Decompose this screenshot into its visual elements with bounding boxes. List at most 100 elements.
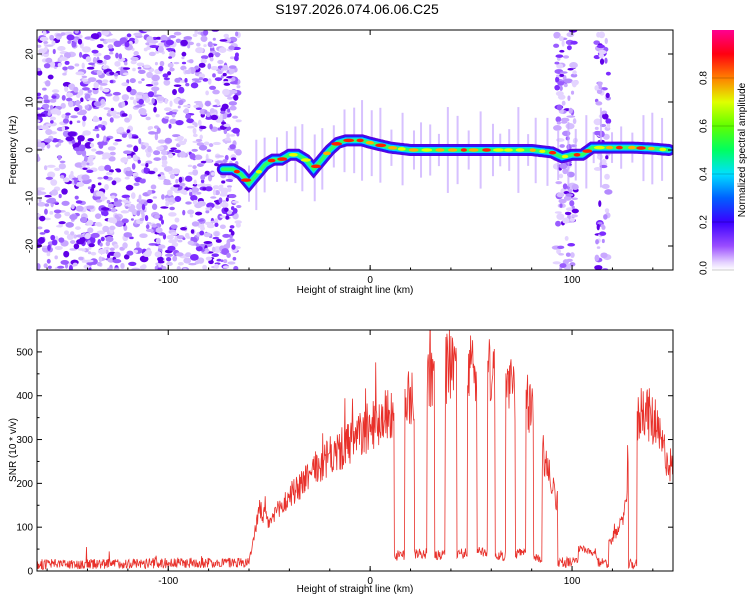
spectrogram-noise-blob [594,265,603,270]
spectrogram-noise-blob [186,125,195,129]
spectrogram-noise-blob [555,76,560,83]
spectrogram-noise-blob [108,156,116,162]
spectrogram-noise-blob [165,39,174,46]
spectrogram-noise-blob [51,189,58,196]
spectrogram-noise-blob [82,167,88,171]
spectrogram-noise-blob [107,267,113,270]
spectrogram-noise-blob [68,100,74,108]
spectrogram-noise-blob [91,49,99,54]
spectrogram-noise-blob [194,80,202,83]
spectrogram-noise-blob [133,249,139,254]
spectrogram-noise-blob [169,100,173,107]
spectrogram-noise-blob [184,77,188,83]
spectrogram-noise-blob [178,182,186,187]
spectrogram-noise-blob [52,48,56,55]
spectrogram-ridge-hotspot [397,147,406,151]
spectrogram-noise-blob [145,162,149,168]
spectrogram-noise-blob [43,94,49,100]
spectrogram-noise-blob [104,164,112,171]
spectrogram-noise-blob [133,51,139,56]
spectrogram-noise-blob [75,234,84,238]
spectrogram-noise-blob [84,259,94,263]
spectrogram-noise-blob [569,262,576,267]
spectrogram-ridge-hotspot [233,169,240,174]
spectrogram-noise-blob [153,150,161,156]
spectrogram-noise-blob [595,239,599,245]
spectrogram-noise-blob [174,195,182,203]
spectrogram-noise-blob [37,263,41,270]
spectrogram-noise-blob [121,210,127,214]
spectrogram-noise-blob [109,71,115,76]
spectrogram-noise-blob [160,34,168,42]
spectrogram-noise-blob [153,106,157,113]
spectrogram-noise-blob [46,143,51,149]
spectrogram-noise-blob [158,65,164,72]
spectrogram-noise-blob [207,63,212,70]
spectrogram-noise-blob [562,217,570,224]
spectrogram-ridge-hotspot [503,148,513,152]
spectrogram-noise-blob [102,225,110,233]
spectrogram-noise-blob [204,100,211,107]
spectrogram-noise-blob [78,144,86,152]
spectrogram-noise-blob [191,78,200,81]
spectrogram-noise-blob [231,77,236,81]
spectrogram-noise-blob [234,55,239,62]
spectrogram-noise-blob [558,198,567,204]
spectrogram-noise-blob [58,139,64,143]
spectrogram-noise-blob [143,47,148,52]
spectrogram-noise-blob [103,59,107,66]
spectrogram-noise-blob [42,30,47,36]
spectrogram-noise-blob [122,72,129,76]
colorbar-tick-label: 0.4 [699,167,710,181]
spectrogram-noise-blob [60,260,70,265]
spectrogram-noise-blob [121,82,129,87]
spectrogram-noise-blob [220,75,224,79]
spectrogram-noise-blob [73,86,79,93]
spectrogram-noise-blob [178,86,185,94]
spectrogram-noise-blob [556,248,561,255]
spectrogram-noise-blob [563,78,573,84]
spectrogram-noise-blob [594,254,600,262]
spectrogram-noise-blob [125,184,134,191]
spectrogram-noise-blob [177,239,183,243]
spectrogram-noise-blob [112,115,121,119]
spectrogram-noise-blob [599,58,605,65]
spectrogram-noise-blob [167,62,174,68]
spectrogram-noise-blob [181,61,187,65]
spectrogram-noise-blob [596,223,600,231]
spectrogram-ridge-hotspot [561,154,569,159]
spectrogram-noise-blob [223,33,230,38]
spectrogram-ridge-hotspot [648,146,655,151]
colorbar-tick-label: 0.2 [699,215,710,229]
spectrogram-noise-blob [170,232,178,236]
spectrogram-noise-blob [57,265,65,269]
spectrogram-noise-blob [159,60,165,67]
spectrogram-noise-blob [554,211,562,214]
spectrogram-noise-blob [105,236,114,243]
spectrogram-noise-blob [137,80,143,84]
spectrogram-noise-blob [146,221,152,225]
spectrogram-noise-blob [138,98,144,105]
spectrogram-ridge-hotspot [482,148,491,152]
spectrogram-noise-blob [95,150,104,155]
spectrogram-noise-blob [65,112,71,116]
spectrogram-noise-blob [103,54,111,60]
spectrogram-noise-blob [162,73,169,78]
spectrogram-noise-blob [169,67,175,72]
spectrogram-noise-blob [103,175,109,180]
spectrogram-noise-blob [203,141,210,146]
spectrogram-noise-blob [37,119,41,123]
spectrogram-noise-blob [168,212,177,217]
spectrogram-noise-blob [593,40,600,45]
spectrogram-noise-blob [113,40,122,48]
spectrogram-noise-blob [197,219,205,222]
spectrogram-noise-blob [152,196,158,199]
spectrogram-noise-blob [570,252,575,258]
spectrogram-noise-layer [37,30,664,270]
spectrogram-noise-blob [47,111,51,116]
spectrogram-noise-blob [185,175,193,182]
spectrogram-noise-blob [109,109,117,117]
spectrogram-noise-blob [76,111,86,116]
spectrogram-noise-blob [170,147,177,150]
spectrogram-noise-blob [223,82,231,86]
